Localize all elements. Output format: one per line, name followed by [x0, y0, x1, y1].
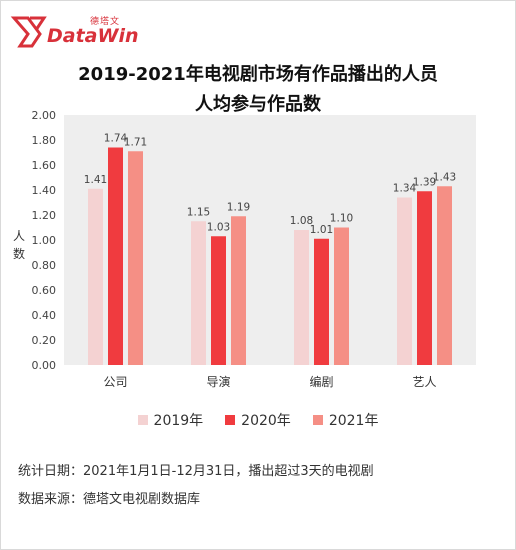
legend-label: 2020年 — [241, 413, 291, 429]
y-tick-label: 2.00 — [32, 109, 57, 122]
y-tick-label: 1.20 — [32, 209, 57, 222]
legend-item: 2019年 — [137, 410, 204, 430]
bar-value-label: 1.08 — [290, 215, 313, 227]
y-axis-label-char-1: 人 — [13, 229, 25, 243]
legend-label: 2021年 — [328, 413, 379, 429]
bar — [128, 151, 143, 365]
bar — [417, 191, 432, 365]
bar-value-label: 1.15 — [187, 206, 210, 218]
legend-label: 2019年 — [153, 413, 204, 429]
y-tick-label: 1.80 — [32, 134, 57, 147]
bar — [294, 230, 309, 365]
x-tick-label: 编剧 — [309, 374, 333, 389]
plot-area — [64, 115, 476, 365]
x-tick-label: 公司 — [103, 375, 127, 389]
y-tick-label: 0.80 — [32, 259, 57, 272]
bar — [88, 188, 103, 365]
data-labels: 1.41 1.741.71 1.15 1.03 1.19 1.081.011.10 1.34… — [84, 133, 456, 236]
bar-value-label: 1.34 — [393, 183, 417, 195]
y-axis: 0.00 0.20 0.40 0.60 0.80 1.00 1.20 1.40 1.60 1.80… — [32, 109, 57, 372]
chart-title-line-1: 2019-2021年电视剧市场有作品播出的人员 — [78, 64, 438, 85]
bar — [191, 221, 206, 365]
y-tick-label: 1.60 — [32, 159, 57, 172]
y-tick-label: 1.40 — [32, 184, 57, 197]
legend-item: 2021年 — [312, 410, 379, 430]
bar-value-label: 1.39 — [413, 176, 436, 188]
y-tick-label: 1.00 — [32, 234, 57, 247]
legend-item: 2020年 — [225, 410, 291, 430]
legend-swatch — [225, 415, 236, 425]
bar-value-label: 1.41 — [84, 174, 107, 186]
legend: 2019年 2020年 2021年 — [0, 410, 516, 430]
bar-value-label: 1.74 — [104, 133, 128, 145]
bar — [334, 227, 349, 365]
bar-value-label: 1.71 — [124, 136, 147, 148]
stat-date-note: 统计日期：2021年1月1日-12月31日，播出超过3天的电视剧 — [18, 464, 374, 479]
bar — [397, 197, 412, 365]
bar — [437, 186, 452, 365]
bar-value-label: 1.10 — [330, 213, 353, 225]
bar-value-label: 1.43 — [433, 171, 456, 183]
datawin-logo-mark — [10, 16, 47, 48]
y-axis-label-char-2: 数 — [13, 246, 25, 261]
y-tick-label: 0.60 — [32, 284, 57, 297]
bar — [211, 236, 226, 365]
bars — [88, 147, 452, 365]
legend-swatch — [312, 415, 323, 425]
logo-english-text: DataWin — [47, 25, 139, 47]
bar-chart: 0.00 0.20 0.40 0.60 0.80 1.00 1.20 1.40 1.60 1.80… — [13, 109, 476, 389]
bar — [231, 216, 246, 365]
y-tick-label: 0.00 — [32, 359, 57, 372]
logo-chinese-text: 德塔文 — [90, 17, 121, 27]
bar-value-label: 1.19 — [227, 201, 250, 213]
bar-value-label: 1.03 — [207, 221, 230, 233]
bar — [314, 238, 329, 365]
data-source-note: 数据来源：德塔文电视剧数据库 — [18, 492, 201, 507]
bar — [108, 147, 123, 365]
y-tick-label: 0.20 — [32, 334, 57, 347]
legend-swatch — [137, 415, 148, 425]
y-tick-label: 0.40 — [32, 309, 57, 322]
x-tick-label: 艺人 — [412, 375, 436, 389]
x-tick-label: 导演 — [206, 374, 230, 389]
chart-title-line-2: 人均参与作品数 — [195, 94, 321, 115]
bar-value-label: 1.01 — [310, 224, 333, 236]
x-axis: 公司 导演 编剧 艺人 — [103, 374, 436, 389]
